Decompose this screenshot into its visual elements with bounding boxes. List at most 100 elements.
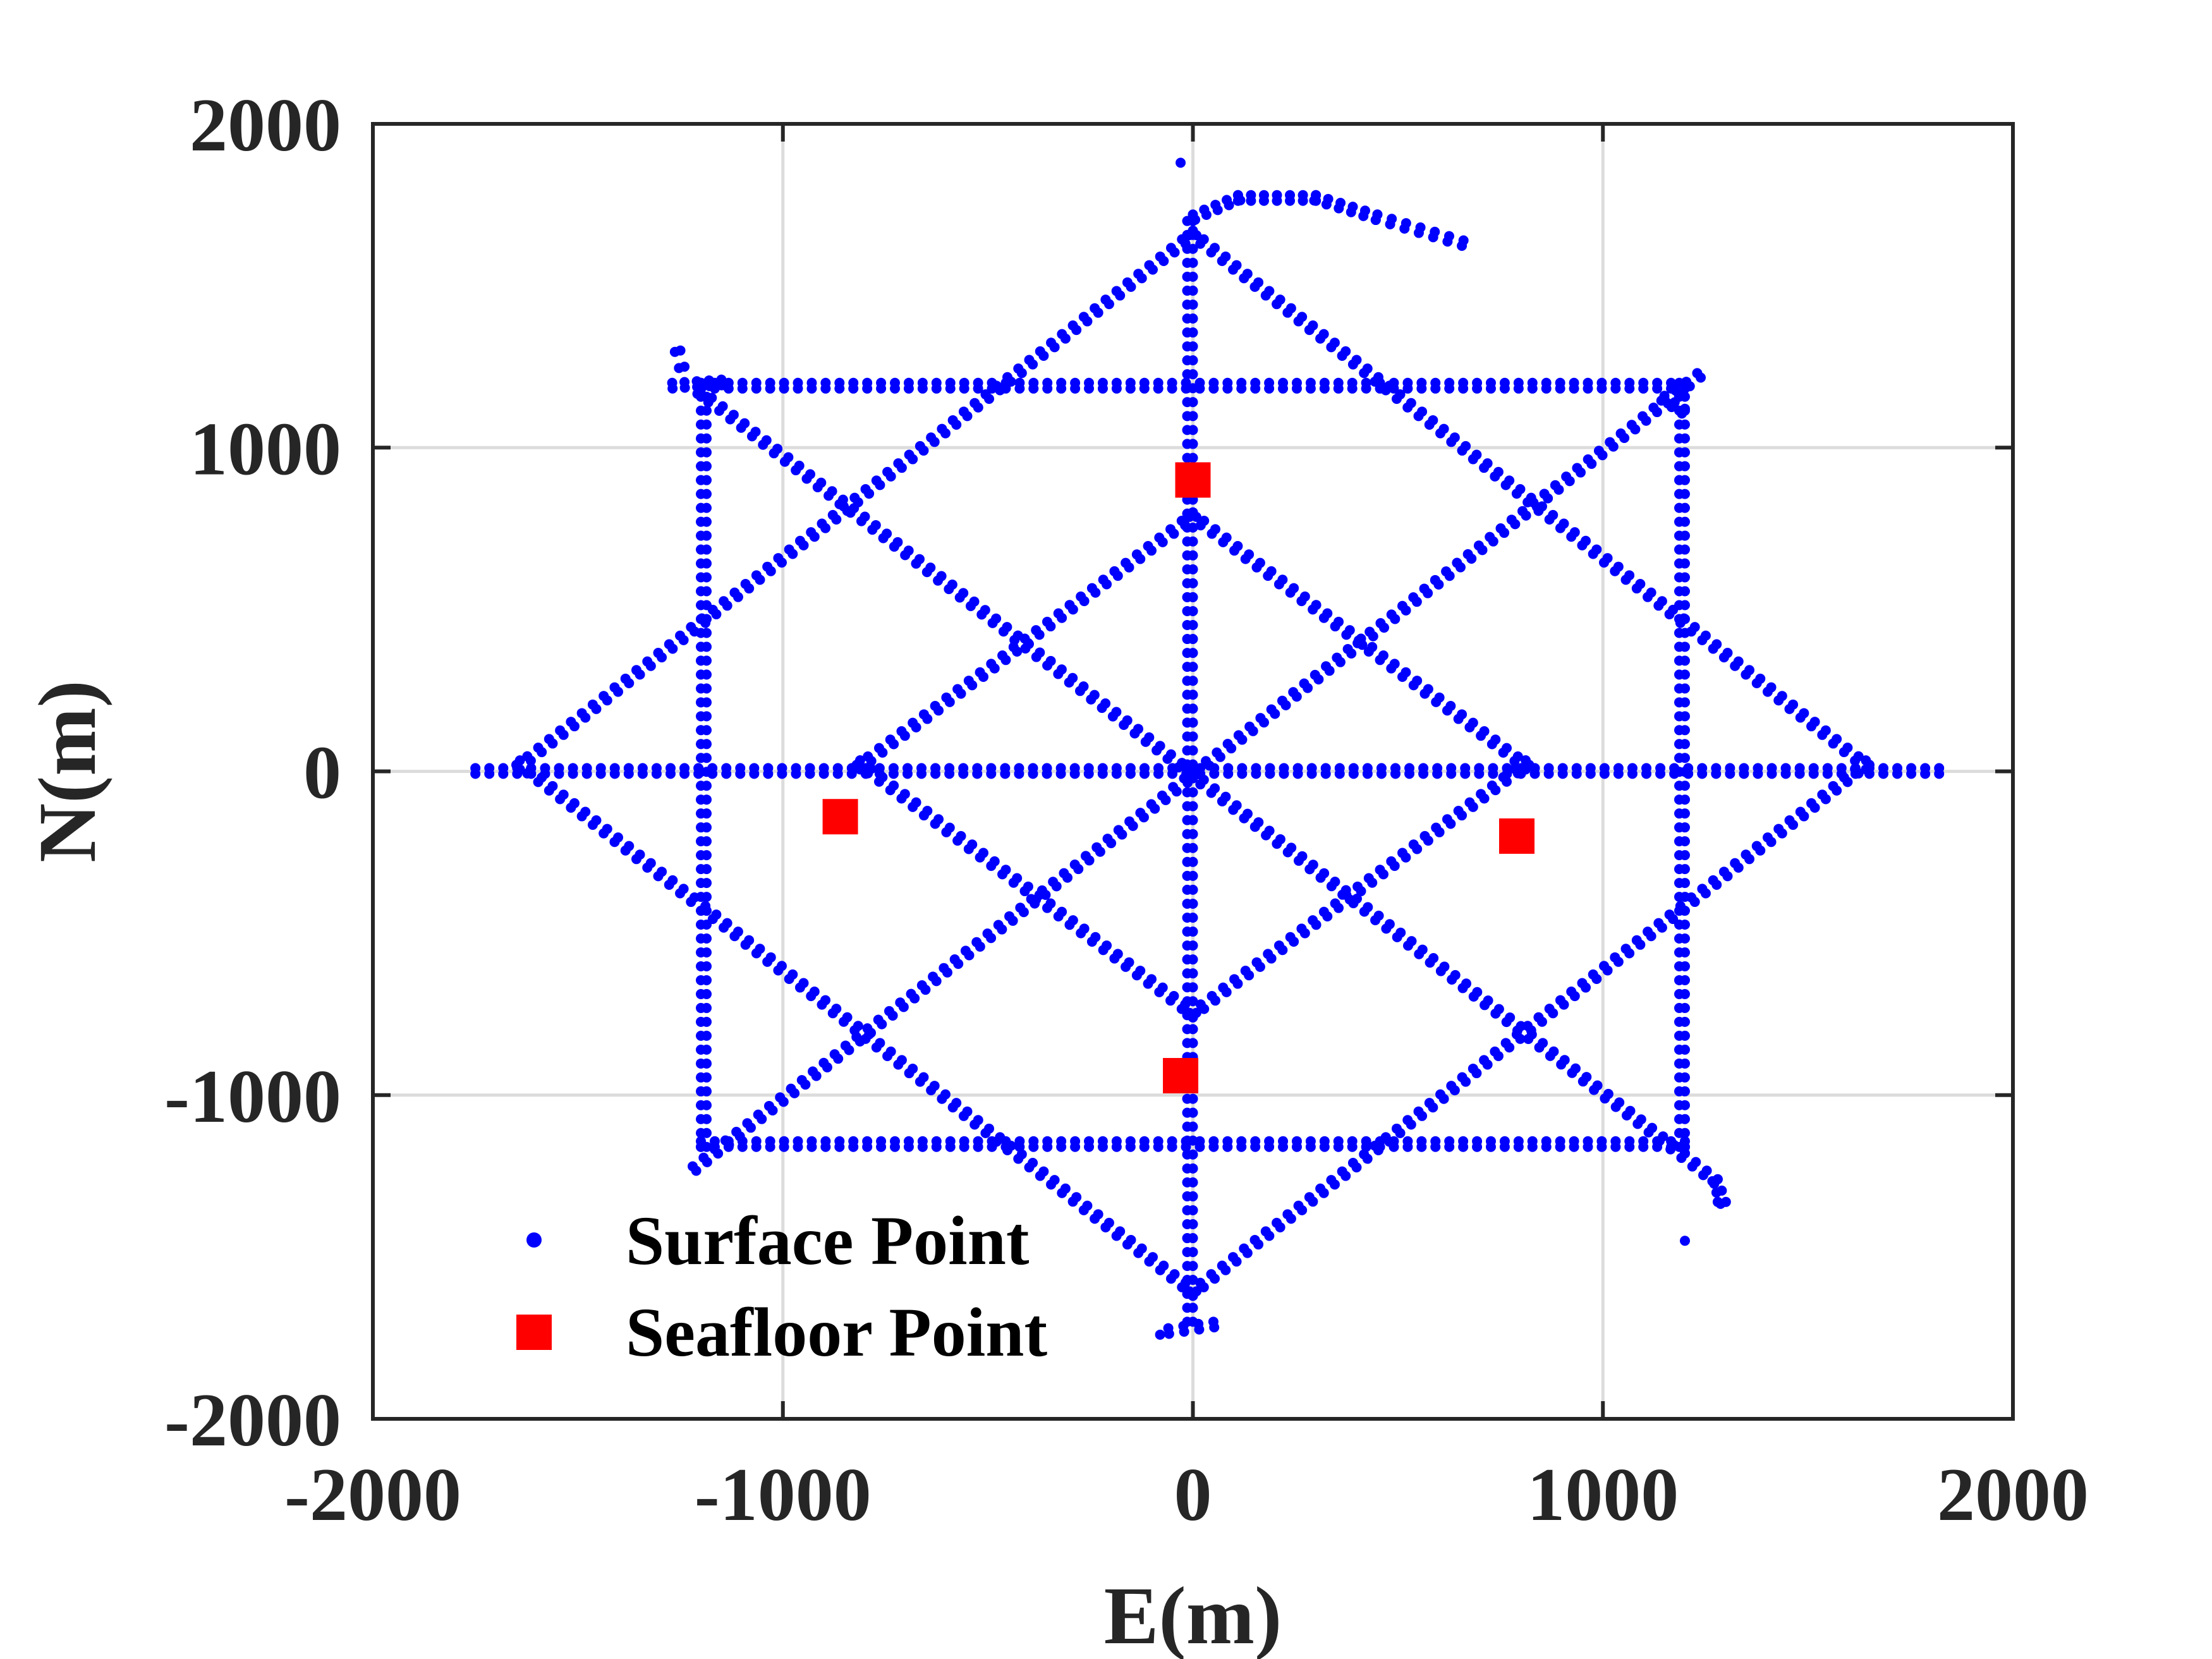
surface-point — [1523, 1034, 1534, 1045]
seafloor-point — [1175, 462, 1211, 498]
surface-point — [1182, 676, 1193, 686]
surface-point — [1182, 1205, 1193, 1215]
surface-point — [1569, 383, 1579, 394]
surface-point — [734, 1131, 745, 1141]
surface-point — [1291, 691, 1302, 702]
surface-point — [1182, 1247, 1193, 1258]
surface-point — [1164, 1328, 1174, 1339]
y-tick-label: -1000 — [164, 1054, 341, 1138]
surface-point — [967, 839, 978, 850]
surface-point — [1056, 383, 1067, 394]
surface-point — [1773, 695, 1784, 706]
surface-point — [1577, 978, 1588, 988]
surface-point — [1500, 1038, 1511, 1048]
surface-point — [702, 1100, 712, 1110]
surface-point — [1822, 769, 1833, 779]
surface-point — [1430, 1136, 1441, 1146]
surface-point — [702, 988, 712, 999]
surface-point — [1674, 822, 1684, 833]
surface-point — [1182, 927, 1193, 937]
surface-point — [846, 769, 857, 779]
surface-point — [887, 1010, 898, 1021]
surface-point — [1534, 1042, 1545, 1053]
surface-point — [1651, 407, 1662, 418]
surface-point — [1112, 949, 1123, 959]
surface-point — [1182, 397, 1193, 408]
surface-point — [1030, 898, 1040, 909]
surface-point — [1643, 592, 1653, 602]
surface-point — [1423, 588, 1433, 599]
surface-point — [702, 850, 712, 861]
surface-point — [1411, 597, 1422, 607]
surface-point — [1217, 256, 1227, 267]
surface-point — [1730, 660, 1741, 671]
surface-point — [1674, 878, 1684, 889]
surface-point — [1293, 1200, 1304, 1211]
surface-point — [1250, 383, 1261, 394]
surface-point — [1146, 545, 1157, 556]
surface-point — [986, 933, 997, 944]
surface-point — [1477, 545, 1488, 556]
surface-point — [1182, 870, 1193, 881]
surface-point — [537, 747, 547, 758]
surface-point — [1674, 419, 1684, 430]
surface-point — [1414, 949, 1425, 959]
surface-point — [1167, 1136, 1177, 1146]
surface-point — [1838, 747, 1849, 758]
surface-point — [1541, 383, 1552, 394]
surface-point — [1296, 923, 1307, 934]
surface-point — [702, 711, 712, 722]
surface-point — [1784, 703, 1795, 714]
surface-point — [525, 755, 536, 766]
surface-point — [1014, 1136, 1025, 1146]
surface-point — [1139, 769, 1150, 779]
surface-point — [702, 475, 712, 485]
surface-point — [823, 490, 834, 501]
surface-point — [1697, 635, 1708, 645]
surface-point — [602, 823, 612, 834]
surface-point — [1007, 915, 1018, 926]
surface-point — [744, 935, 755, 945]
surface-point — [1583, 383, 1593, 394]
surface-point — [1111, 769, 1122, 779]
surface-point — [736, 422, 746, 433]
surface-point — [1762, 686, 1773, 697]
surface-point — [844, 1045, 854, 1055]
surface-point — [1638, 383, 1649, 394]
surface-point — [1359, 1149, 1370, 1160]
surface-point — [1038, 350, 1049, 361]
surface-point — [1217, 1260, 1227, 1271]
surface-point — [1347, 1158, 1358, 1169]
surface-point — [921, 567, 932, 578]
surface-point — [1680, 1136, 1690, 1146]
surface-point — [1237, 769, 1248, 779]
surface-point — [1674, 461, 1684, 471]
surface-point — [645, 660, 656, 671]
surface-point — [1838, 772, 1849, 783]
surface-point — [1263, 949, 1273, 959]
surface-point — [1577, 1076, 1588, 1087]
surface-point — [1408, 680, 1419, 691]
surface-point — [1696, 372, 1706, 383]
surface-point — [1555, 995, 1565, 1006]
surface-point — [1399, 223, 1410, 234]
surface-point — [1674, 572, 1684, 583]
surface-point — [703, 397, 714, 408]
surface-point — [1251, 769, 1261, 779]
surface-point — [1182, 1024, 1193, 1035]
surface-point — [547, 781, 558, 791]
x-tick-labels: -2000 -1000 0 1000 2000 — [284, 1452, 2089, 1536]
surface-point — [776, 961, 787, 971]
surface-point — [1182, 787, 1193, 798]
surface-point — [1784, 815, 1795, 826]
surface-point — [1181, 383, 1191, 394]
surface-point — [1042, 383, 1053, 394]
surface-point — [702, 822, 712, 833]
surface-point — [1413, 411, 1424, 422]
surface-point — [1305, 1136, 1316, 1146]
surface-point — [1191, 230, 1202, 241]
surface-point — [1674, 516, 1684, 527]
surface-point — [1014, 383, 1025, 394]
surface-point — [1206, 528, 1217, 539]
surface-point — [1169, 528, 1179, 539]
